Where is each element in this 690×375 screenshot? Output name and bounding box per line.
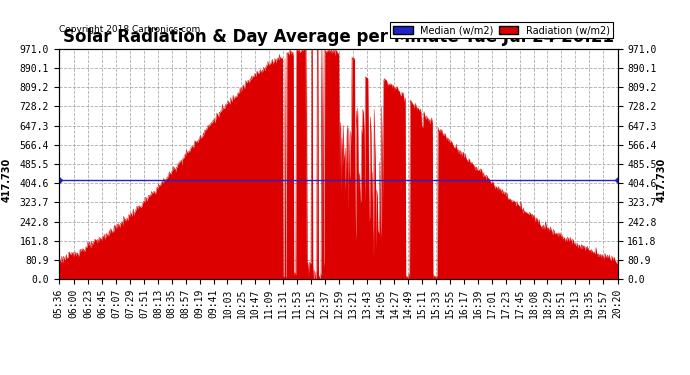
Text: 417.730: 417.730	[657, 158, 667, 202]
Text: 417.730: 417.730	[1, 158, 11, 202]
Legend: Median (w/m2), Radiation (w/m2): Median (w/m2), Radiation (w/m2)	[390, 22, 613, 38]
Title: Solar Radiation & Day Average per Minute Tue Jul 24 20:21: Solar Radiation & Day Average per Minute…	[63, 28, 613, 46]
Text: Copyright 2018 Cartronics.com: Copyright 2018 Cartronics.com	[59, 25, 200, 34]
